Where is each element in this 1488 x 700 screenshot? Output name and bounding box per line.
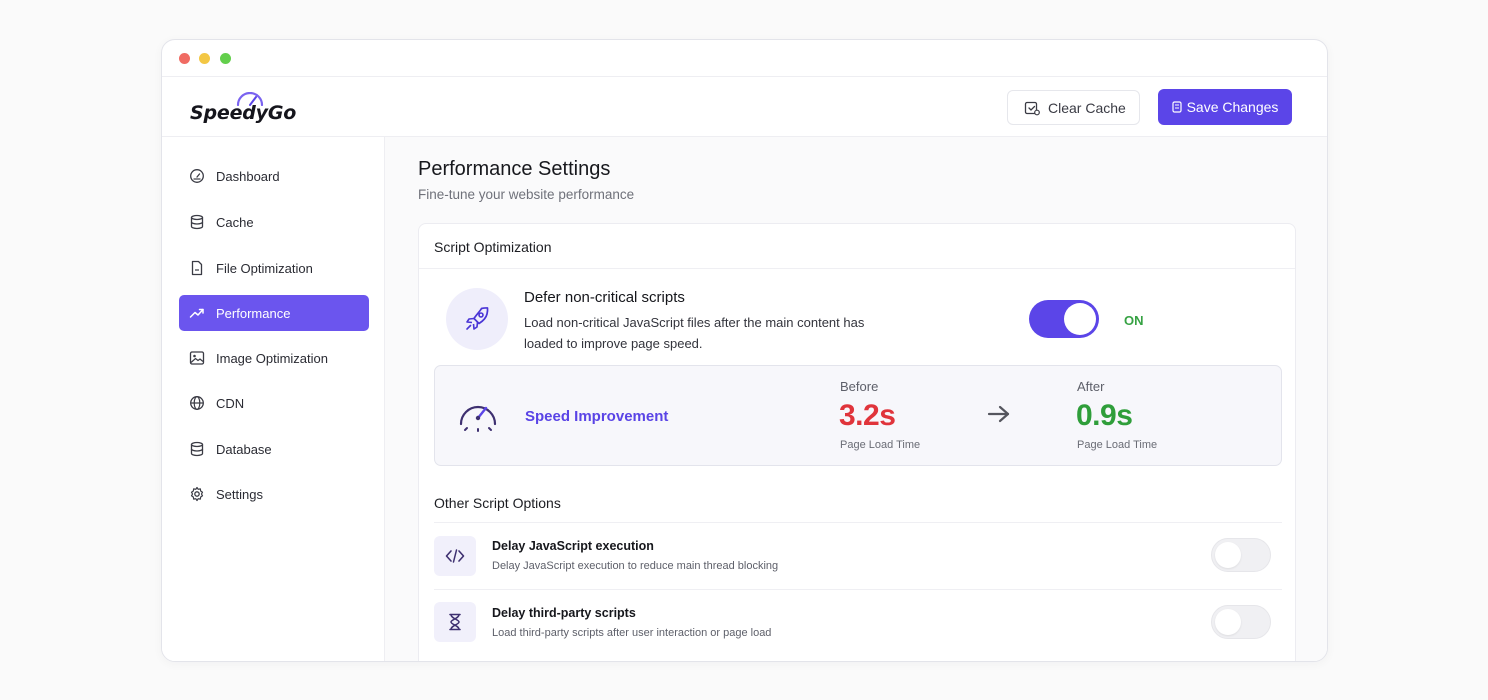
- globe-icon: [190, 396, 204, 410]
- sidebar-item-label: Performance: [216, 305, 291, 321]
- sidebar-item-file-optimization[interactable]: File Optimization: [179, 250, 369, 286]
- title-bar: [162, 40, 1327, 77]
- dashboard-gauge-icon: [190, 169, 204, 183]
- toggle-knob: [1215, 609, 1241, 635]
- sidebar-item-image-optimization[interactable]: Image Optimization: [179, 340, 369, 376]
- after-caption: After: [1077, 379, 1105, 394]
- save-changes-label: Save Changes: [1186, 99, 1279, 115]
- sidebar-item-cdn[interactable]: CDN: [179, 385, 369, 421]
- divider: [434, 522, 1282, 523]
- defer-scripts-title: Defer non-critical scripts: [524, 289, 685, 306]
- speed-improvement-panel: Speed Improvement Before 3.2s Page Load …: [434, 365, 1282, 466]
- hourglass-icon: [449, 613, 461, 631]
- speedometer-arc-icon: [236, 92, 264, 106]
- sidebar: Dashboard Cache File Optimization Perfor…: [162, 137, 385, 661]
- card-header: Script Optimization: [419, 224, 1295, 269]
- divider: [434, 589, 1282, 590]
- before-value: 3.2s: [839, 399, 896, 432]
- arrow-right-icon: [987, 405, 1010, 423]
- defer-scripts-state: ON: [1124, 313, 1144, 328]
- sidebar-item-label: Settings: [216, 486, 263, 502]
- sidebar-item-database[interactable]: Database: [179, 431, 369, 467]
- trending-up-icon: [189, 308, 204, 318]
- sidebar-item-label: CDN: [216, 395, 245, 411]
- file-icon: [191, 260, 203, 276]
- sidebar-item-cache[interactable]: Cache: [179, 204, 369, 240]
- minimize-window-button[interactable]: [199, 53, 210, 64]
- rocket-icon-badge: [446, 288, 508, 350]
- rocket-icon: [466, 307, 489, 330]
- app-header: SpeedyGo Clear Cache Save Changes: [162, 77, 1327, 137]
- page-subtitle: Fine-tune your website performance: [418, 187, 635, 202]
- speed-improvement-label: Speed Improvement: [525, 408, 669, 425]
- sidebar-item-label: Database: [216, 441, 272, 457]
- database-icon: [190, 441, 204, 457]
- delay-js-title: Delay JavaScript execution: [492, 539, 654, 553]
- maximize-window-button[interactable]: [220, 53, 231, 64]
- sidebar-item-dashboard[interactable]: Dashboard: [179, 158, 369, 194]
- sidebar-item-label: Cache: [216, 214, 254, 230]
- delay-js-toggle[interactable]: [1211, 538, 1271, 572]
- sidebar-item-settings[interactable]: Settings: [179, 476, 369, 512]
- code-icon-badge: [434, 536, 476, 576]
- speedometer-icon: [459, 405, 497, 432]
- main-content: Performance Settings Fine-tune your webs…: [385, 137, 1327, 661]
- delay-third-party-title: Delay third-party scripts: [492, 606, 636, 620]
- section-title: Script Optimization: [434, 239, 552, 255]
- defer-scripts-description: Load non-critical JavaScript files after…: [524, 315, 865, 351]
- save-icon: [1171, 101, 1182, 113]
- delay-third-party-toggle[interactable]: [1211, 605, 1271, 639]
- delay-third-party-description: Load third-party scripts after user inte…: [492, 627, 772, 639]
- before-subtext: Page Load Time: [840, 439, 921, 451]
- hourglass-icon-badge: [434, 602, 476, 642]
- sidebar-item-label: Dashboard: [216, 168, 280, 184]
- brand-name: SpeedyGo: [190, 102, 297, 124]
- other-options-title: Other Script Options: [434, 495, 561, 511]
- before-caption: Before: [840, 379, 879, 394]
- close-window-button[interactable]: [179, 53, 190, 64]
- sidebar-item-label: File Optimization: [216, 260, 313, 276]
- brand-logo[interactable]: SpeedyGo: [190, 92, 300, 130]
- clear-cache-label: Clear Cache: [1048, 99, 1126, 116]
- code-icon: [445, 549, 465, 563]
- sidebar-item-performance[interactable]: Performance: [179, 295, 369, 331]
- delay-js-description: Delay JavaScript execution to reduce mai…: [492, 560, 779, 572]
- toggle-knob: [1215, 542, 1241, 568]
- defer-scripts-toggle[interactable]: [1029, 300, 1099, 338]
- page-title: Performance Settings: [418, 158, 611, 180]
- database-stack-icon: [190, 214, 204, 230]
- sidebar-item-label: Image Optimization: [216, 350, 328, 366]
- app-window: SpeedyGo Clear Cache Save Changes: [161, 39, 1328, 662]
- clear-cache-button[interactable]: Clear Cache: [1007, 90, 1140, 125]
- clear-cache-icon: [1024, 101, 1040, 115]
- image-icon: [189, 351, 205, 365]
- gear-icon: [190, 486, 204, 502]
- after-value: 0.9s: [1076, 399, 1133, 432]
- after-subtext: Page Load Time: [1077, 439, 1158, 451]
- save-changes-button[interactable]: Save Changes: [1158, 89, 1292, 125]
- toggle-knob: [1064, 303, 1096, 335]
- script-optimization-card: Script Optimization Defer non-critical s…: [418, 223, 1296, 661]
